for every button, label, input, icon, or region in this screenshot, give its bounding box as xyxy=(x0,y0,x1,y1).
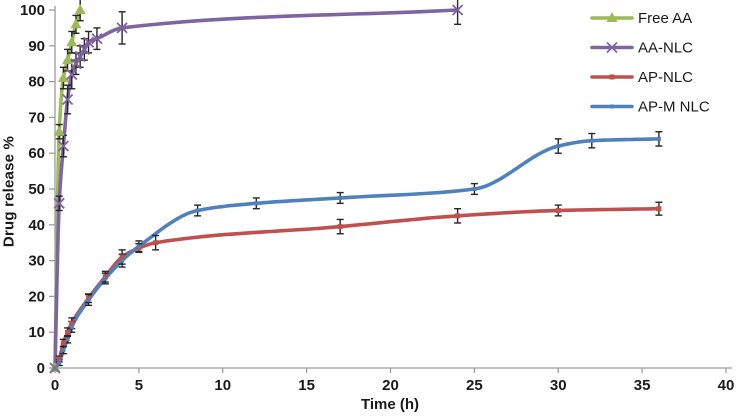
legend-label-free-aa: Free AA xyxy=(638,10,692,27)
marker-dot-ap-m-nlc xyxy=(65,337,70,342)
y-tick-label: 70 xyxy=(28,109,45,126)
y-tick-label: 20 xyxy=(28,288,45,305)
y-tick-label: 50 xyxy=(28,181,45,198)
y-tick-label: 100 xyxy=(20,2,45,19)
marker-x-aa-nlc xyxy=(61,93,74,106)
series-line-aa-nlc xyxy=(53,8,460,370)
marker-square-ap-nlc xyxy=(337,224,343,230)
marker-x-aa-nlc xyxy=(74,50,86,63)
x-tick-label: 15 xyxy=(298,377,315,394)
marker-dot-ap-m-nlc xyxy=(103,276,108,281)
marker-x-aa-nlc xyxy=(116,22,128,34)
marker-x-aa-nlc xyxy=(66,68,78,81)
marker-triangle-free-aa xyxy=(53,125,65,136)
marker-x-aa-nlc xyxy=(78,43,90,56)
y-tick-label: 90 xyxy=(28,38,45,55)
legend-label-ap-nlc: AP-NLC xyxy=(638,69,693,86)
x-tick-label: 40 xyxy=(718,377,735,394)
marker-dot-ap-m-nlc xyxy=(57,360,62,365)
series-line-ap-nlc xyxy=(53,206,661,370)
marker-square-ap-nlc xyxy=(56,356,62,362)
legend-label-ap-m-nlc: AP-M NLC xyxy=(638,99,710,116)
marker-triangle-free-aa xyxy=(70,18,82,29)
marker-dot-legend-ap-m-nlc xyxy=(610,104,614,109)
marker-square-ap-nlc xyxy=(153,240,159,246)
y-tick-label: 80 xyxy=(28,74,45,91)
marker-dot-ap-m-nlc xyxy=(53,366,57,370)
y-tick-label: 60 xyxy=(28,145,45,162)
series-line-ap-m-nlc xyxy=(53,137,661,370)
marker-square-ap-nlc xyxy=(65,329,71,335)
marker-triangle-free-aa xyxy=(57,72,69,83)
marker-square-ap-nlc xyxy=(60,340,66,346)
y-tick-label: 10 xyxy=(28,324,45,341)
y-tick-label: 30 xyxy=(28,253,45,270)
marker-square-ap-nlc xyxy=(69,320,75,326)
marker-dot-ap-m-nlc xyxy=(120,258,125,263)
marker-triangle-free-aa xyxy=(62,54,74,65)
x-tick-label: 5 xyxy=(135,377,143,394)
marker-x-aa-nlc xyxy=(91,33,103,45)
marker-dot-ap-m-nlc xyxy=(656,136,661,141)
marker-x-legend-aa-nlc xyxy=(606,41,618,54)
marker-dot-ap-m-nlc xyxy=(338,195,343,200)
x-tick-label: 10 xyxy=(214,377,231,394)
marker-square-ap-nlc xyxy=(455,213,461,219)
x-tick-label: 30 xyxy=(550,377,567,394)
y-tick-label: 40 xyxy=(28,217,45,234)
x-tick-label: 25 xyxy=(466,377,483,394)
marker-dot-ap-m-nlc xyxy=(472,187,477,191)
marker-triangle-legend-free-aa xyxy=(606,12,618,22)
x-tick-label: 0 xyxy=(51,377,59,394)
marker-dot-ap-m-nlc xyxy=(195,208,200,213)
marker-square-ap-nlc xyxy=(119,254,125,260)
y-tick-label: 0 xyxy=(37,360,45,377)
marker-dot-ap-m-nlc xyxy=(136,244,141,249)
marker-x-aa-nlc xyxy=(451,4,464,16)
x-axis-title: Time (h) xyxy=(360,396,420,413)
marker-dot-ap-m-nlc xyxy=(61,348,66,353)
marker-x-aa-nlc xyxy=(82,36,95,48)
y-axis-title: Drug release % xyxy=(0,135,18,248)
marker-triangle-free-aa xyxy=(74,4,86,14)
legend-label-aa-nlc: AA-NLC xyxy=(638,40,693,57)
marker-dot-ap-m-nlc xyxy=(556,144,561,149)
marker-dot-ap-m-nlc xyxy=(254,201,259,206)
marker-x-aa-nlc xyxy=(53,197,65,209)
x-tick-label: 35 xyxy=(634,377,651,394)
marker-dot-ap-m-nlc xyxy=(589,138,594,143)
marker-dot-ap-m-nlc xyxy=(69,324,74,329)
marker-x-aa-nlc xyxy=(57,140,70,152)
marker-square-ap-nlc xyxy=(656,206,662,212)
marker-triangle-free-aa xyxy=(66,36,78,47)
marker-x-aa-nlc xyxy=(70,58,82,70)
marker-square-ap-nlc xyxy=(555,207,561,213)
x-tick-label: 20 xyxy=(382,377,399,394)
marker-square-legend-ap-nlc xyxy=(609,74,615,80)
marker-dot-ap-m-nlc xyxy=(86,297,91,302)
